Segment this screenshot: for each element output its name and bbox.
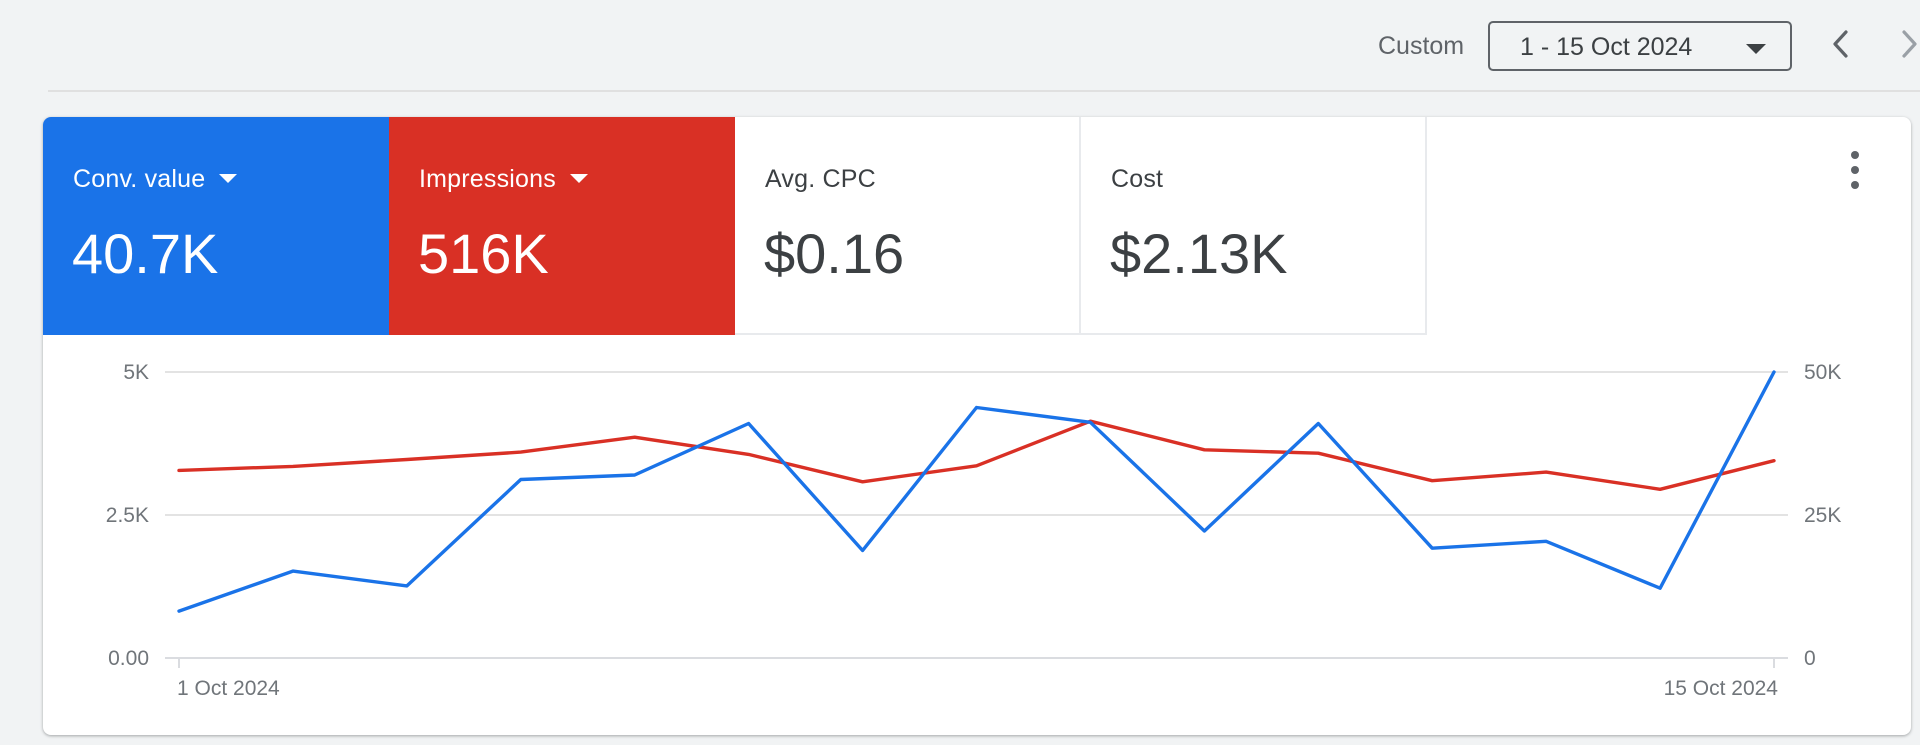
series-line-conv-value bbox=[177, 370, 1776, 613]
metric-card-avg-cpc[interactable]: Avg. CPC $0.16 bbox=[735, 117, 1081, 335]
dropdown-caret-icon bbox=[569, 173, 588, 183]
right-axis-tick-label: 25K bbox=[1804, 504, 1841, 527]
x-axis-ticks: 1 Oct 2024 15 Oct 2024 bbox=[177, 658, 1778, 700]
toolbar-divider bbox=[48, 90, 1920, 92]
right-axis-tick-label: 50K bbox=[1804, 361, 1841, 384]
right-axis-ticks: 0 25K 50K bbox=[1804, 361, 1841, 670]
dropdown-caret-icon bbox=[1746, 44, 1766, 54]
chevron-left-icon bbox=[1833, 30, 1848, 58]
chart-series bbox=[177, 370, 1776, 613]
more-options-button[interactable] bbox=[1835, 145, 1875, 195]
metric-value: 516K bbox=[418, 222, 549, 285]
right-axis-tick-label: 0 bbox=[1804, 647, 1816, 670]
left-axis-ticks: 0.00 2.5K 5K bbox=[106, 361, 149, 670]
x-axis-tick-label: 15 Oct 2024 bbox=[1664, 677, 1779, 700]
chart-gridlines bbox=[165, 371, 1788, 659]
series-line-impressions bbox=[177, 419, 1776, 491]
metric-value: $2.13K bbox=[1110, 222, 1288, 285]
metric-label: Avg. CPC bbox=[765, 165, 876, 193]
x-axis-tick-label: 1 Oct 2024 bbox=[177, 677, 280, 700]
performance-card: Conv. value 40.7K Impressions 516K Avg. … bbox=[43, 117, 1911, 735]
date-range-value: 1 - 15 Oct 2024 bbox=[1520, 33, 1693, 61]
metric-card-impressions[interactable]: Impressions 516K bbox=[389, 117, 735, 335]
more-vert-icon-dot bbox=[1851, 166, 1859, 174]
previous-period-button[interactable] bbox=[1820, 22, 1864, 66]
performance-chart: 0.00 2.5K 5K 0 25K 50K 1 Oct 2024 15 Oct 2024 bbox=[106, 361, 1842, 700]
left-axis-tick-label: 5K bbox=[123, 361, 149, 384]
date-range-dropdown[interactable]: 1 - 15 Oct 2024 bbox=[1488, 21, 1792, 71]
left-axis-tick-label: 2.5K bbox=[106, 504, 149, 527]
toolbar: Custom 1 - 15 Oct 2024 bbox=[0, 0, 1920, 92]
metric-label[interactable]: Impressions bbox=[419, 165, 588, 194]
metric-label: Cost bbox=[1111, 165, 1164, 193]
metric-value: 40.7K bbox=[72, 222, 219, 285]
range-type-label: Custom bbox=[1378, 32, 1465, 60]
dropdown-caret-icon bbox=[219, 173, 238, 183]
chevron-right-icon bbox=[1902, 30, 1917, 58]
metric-label[interactable]: Conv. value bbox=[73, 165, 238, 194]
metric-card-conv-value[interactable]: Conv. value 40.7K bbox=[43, 117, 389, 335]
left-axis-tick-label: 0.00 bbox=[108, 647, 149, 670]
metric-card-cost[interactable]: Cost $2.13K bbox=[1081, 117, 1427, 335]
more-vert-icon bbox=[1851, 151, 1859, 159]
metric-value: $0.16 bbox=[764, 222, 905, 285]
more-vert-icon-dot bbox=[1851, 181, 1859, 189]
next-period-button[interactable] bbox=[1890, 22, 1920, 66]
